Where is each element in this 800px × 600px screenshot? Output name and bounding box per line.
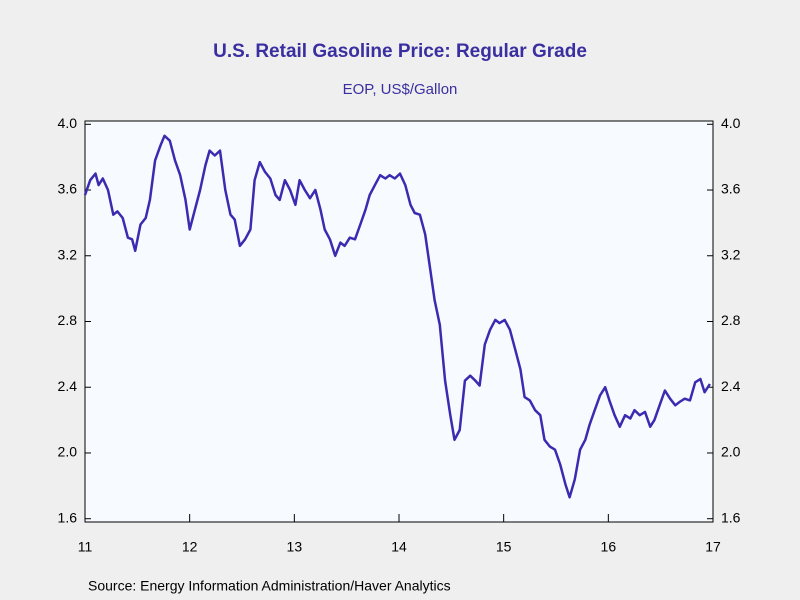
chart-title: U.S. Retail Gasoline Price: Regular Grad… bbox=[213, 41, 587, 62]
y-tick-label: 4.0 bbox=[58, 115, 78, 131]
y2-tick-label: 1.6 bbox=[721, 509, 741, 525]
source-note: Source: Energy Information Administratio… bbox=[88, 578, 451, 594]
y2-tick-label: 3.6 bbox=[721, 181, 741, 197]
plot-area bbox=[84, 120, 714, 523]
y-tick-label: 2.4 bbox=[58, 378, 78, 394]
y2-tick-label: 2.4 bbox=[721, 378, 741, 394]
x-tick-label: 16 bbox=[601, 539, 617, 555]
x-tick-label: 13 bbox=[287, 539, 303, 555]
y-tick-label: 2.0 bbox=[58, 444, 78, 460]
y-tick-label: 3.2 bbox=[58, 246, 78, 262]
y2-tick-label: 3.2 bbox=[721, 246, 741, 262]
x-tick-label: 11 bbox=[78, 539, 93, 555]
y-tick-label: 3.6 bbox=[58, 181, 78, 197]
y-tick-label: 2.8 bbox=[58, 312, 78, 328]
chart-subtitle: EOP, US$/Gallon bbox=[343, 81, 458, 98]
x-tick-label: 14 bbox=[391, 539, 407, 555]
y2-tick-label: 4.0 bbox=[721, 115, 741, 131]
y-tick-label: 1.6 bbox=[58, 509, 78, 525]
y2-tick-label: 2.8 bbox=[721, 312, 741, 328]
x-tick-label: 15 bbox=[496, 539, 512, 555]
x-tick-label: 12 bbox=[182, 539, 198, 555]
y2-tick-label: 2.0 bbox=[721, 444, 741, 460]
x-tick-label: 17 bbox=[705, 539, 721, 555]
line-series bbox=[83, 134, 711, 499]
